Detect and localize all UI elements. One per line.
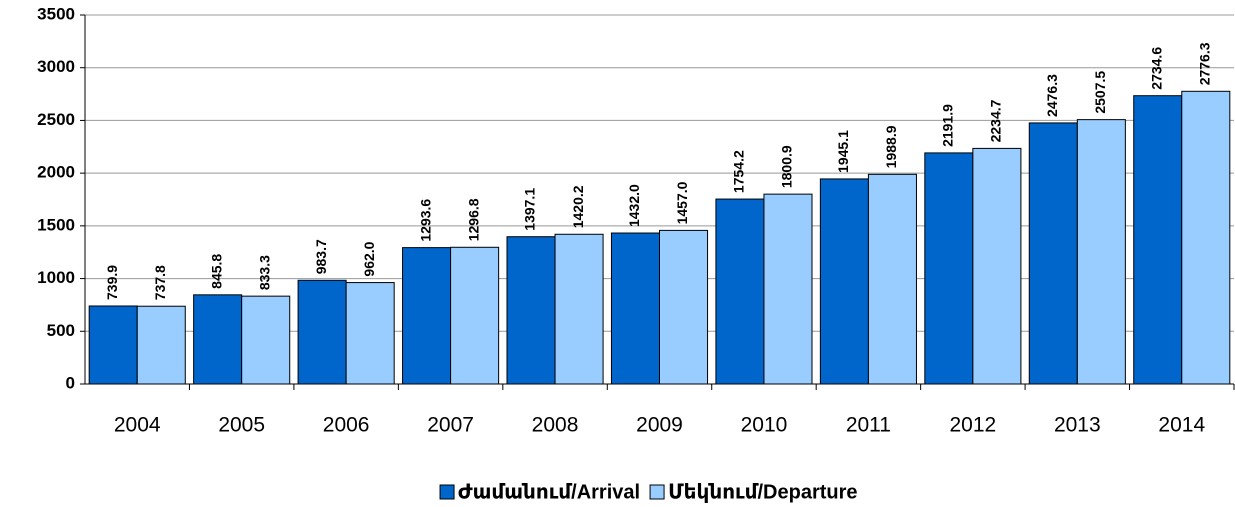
bar xyxy=(506,236,556,385)
data-label: 2476.3 xyxy=(1044,74,1060,117)
y-tick-label: 500 xyxy=(47,321,75,340)
bar xyxy=(554,233,604,385)
data-label: 2234.7 xyxy=(988,99,1004,142)
bar xyxy=(241,295,291,385)
data-label: 2734.6 xyxy=(1148,47,1164,90)
bar xyxy=(819,178,869,385)
x-tick-label: 2005 xyxy=(218,414,265,437)
bar xyxy=(972,147,1022,385)
bar xyxy=(297,279,347,385)
bar xyxy=(715,198,765,385)
data-label: 2507.5 xyxy=(1092,71,1108,114)
bar xyxy=(345,282,395,385)
y-tick-label: 3500 xyxy=(37,4,75,23)
bar xyxy=(193,294,243,385)
x-tick-label: 2006 xyxy=(323,414,370,437)
legend-label: Մեկնում/Departure xyxy=(668,481,857,503)
bar xyxy=(1133,95,1183,385)
y-tick-label: 2000 xyxy=(37,163,75,182)
bar xyxy=(1028,122,1078,385)
data-label: 1293.6 xyxy=(417,199,433,242)
y-tick-label: 2500 xyxy=(37,110,75,129)
x-tick-label: 2013 xyxy=(1054,414,1101,437)
x-tick-label: 2009 xyxy=(636,414,683,437)
data-label: 962.0 xyxy=(361,241,377,276)
data-label: 983.7 xyxy=(313,239,329,274)
data-label: 1397.1 xyxy=(522,188,538,231)
y-tick-label: 1500 xyxy=(37,215,75,234)
bar xyxy=(659,229,709,385)
data-label: 737.8 xyxy=(152,265,168,300)
legend-swatch xyxy=(649,484,665,500)
data-label: 1420.2 xyxy=(570,185,586,228)
data-label: 1457.0 xyxy=(674,181,690,224)
data-label: 1296.8 xyxy=(465,198,481,241)
data-label: 1800.9 xyxy=(779,145,795,188)
bar xyxy=(763,193,813,385)
bar xyxy=(88,305,138,385)
bar xyxy=(610,232,661,385)
bar xyxy=(450,246,500,385)
bar xyxy=(1076,119,1126,385)
bar xyxy=(1181,90,1231,385)
x-tick-label: 2008 xyxy=(532,414,579,437)
data-label: 1754.2 xyxy=(731,150,747,193)
data-label: 845.8 xyxy=(208,254,224,289)
data-label: 833.3 xyxy=(256,255,272,290)
x-tick-label: 2007 xyxy=(427,414,474,437)
data-label: 2191.9 xyxy=(940,104,956,147)
bar xyxy=(136,305,186,385)
data-label: 1988.9 xyxy=(883,125,899,168)
bar xyxy=(867,173,917,385)
data-label: 1432.0 xyxy=(626,184,642,227)
legend-label: Ժամանում/Arrival xyxy=(458,481,640,503)
y-tick-label: 0 xyxy=(66,373,75,392)
x-tick-label: 2011 xyxy=(846,414,891,437)
bar xyxy=(924,152,974,385)
y-tick-label: 3000 xyxy=(37,57,75,76)
data-label: 739.9 xyxy=(104,265,120,300)
x-tick-label: 2004 xyxy=(114,414,161,437)
legend-swatch xyxy=(439,484,455,500)
x-tick-label: 2010 xyxy=(741,414,788,437)
y-tick-label: 1000 xyxy=(37,268,75,287)
data-label: 2776.3 xyxy=(1197,42,1213,85)
data-label: 1945.1 xyxy=(835,130,851,173)
x-tick-label: 2014 xyxy=(1158,414,1205,437)
bar xyxy=(402,247,452,385)
x-tick-label: 2012 xyxy=(950,414,997,437)
